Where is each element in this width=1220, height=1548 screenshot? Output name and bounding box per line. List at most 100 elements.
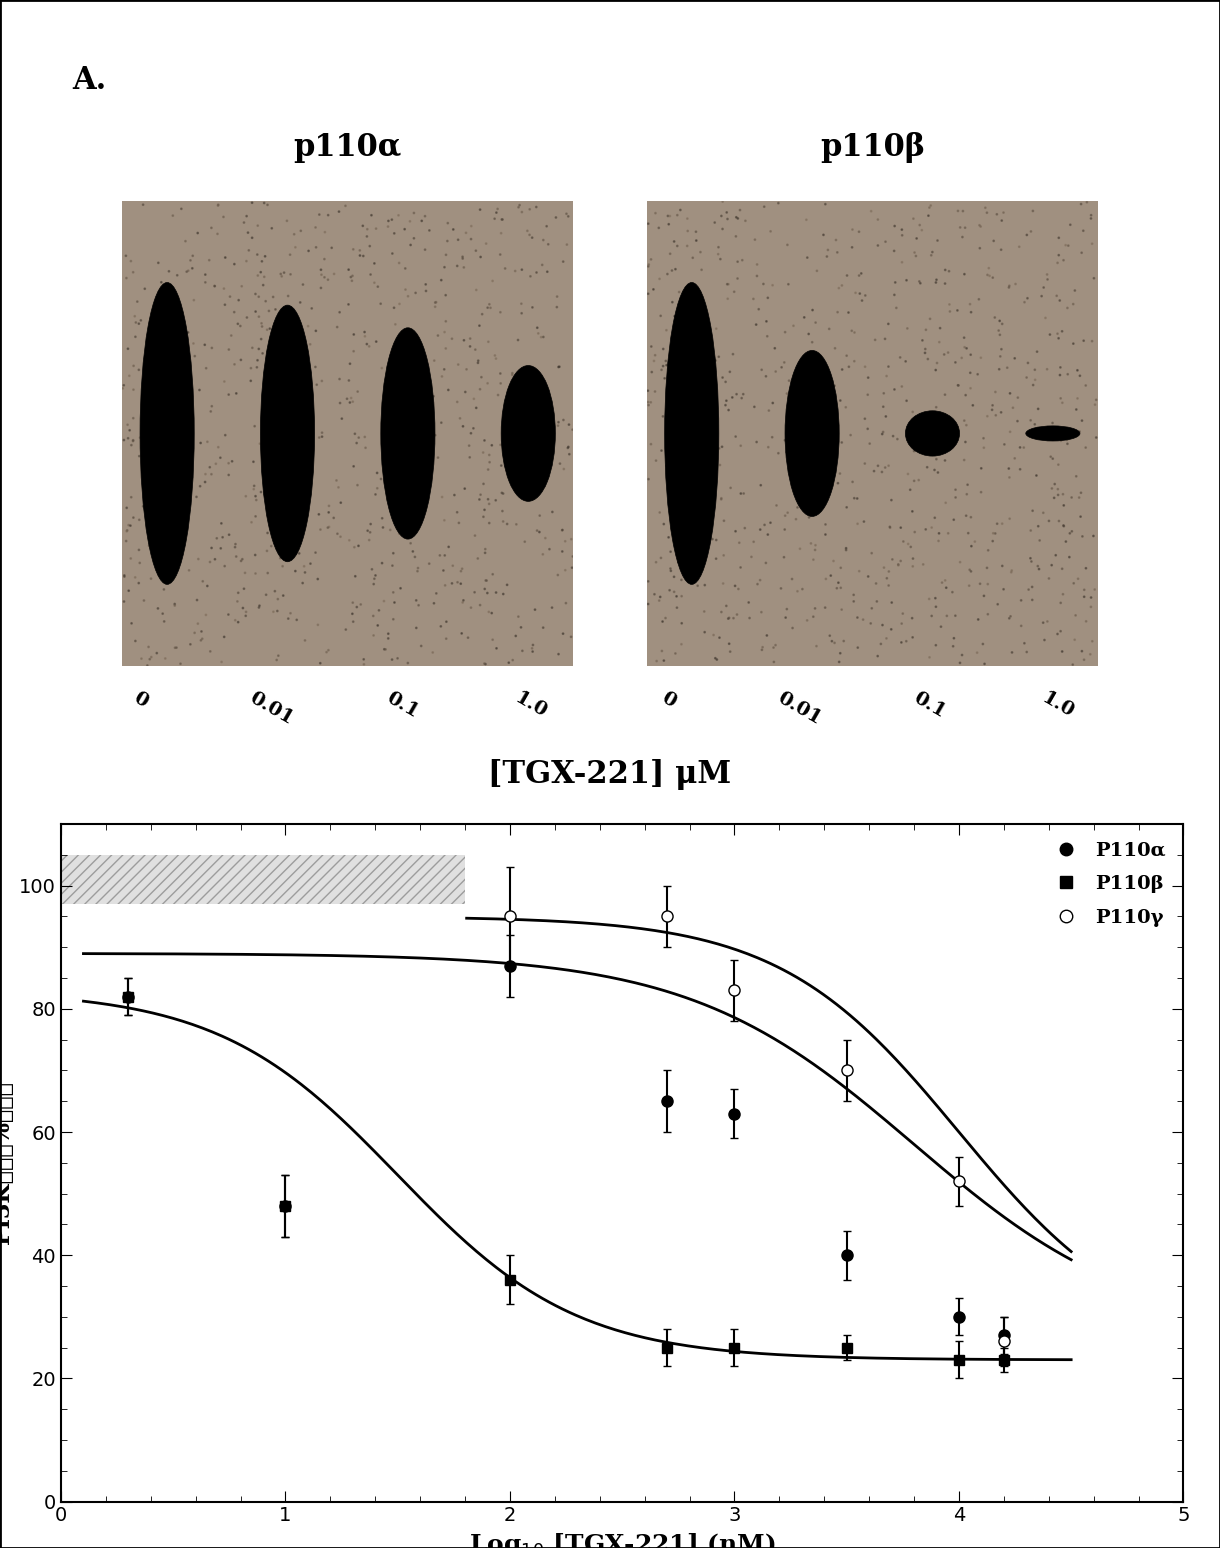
Point [344,454,364,478]
Point [747,313,766,337]
Point [905,240,925,265]
Point [256,289,276,314]
Point [712,365,732,390]
Point [967,641,987,666]
Point [536,461,555,486]
Point [650,500,670,525]
Point [642,248,661,272]
Point [1016,365,1036,390]
Point [762,390,782,415]
Point [355,319,375,344]
Point [703,526,722,551]
Point [281,262,300,286]
Point [832,598,852,622]
Point [289,540,309,565]
Point [360,234,379,259]
Point [1032,283,1052,308]
Point [404,461,423,486]
Point [936,382,955,407]
Point [1058,432,1077,457]
Point [325,262,344,286]
Point [488,197,508,221]
Point [290,440,310,464]
Point [493,498,512,523]
Point [825,401,844,426]
Point [1038,268,1058,293]
Point [642,432,661,457]
Point [536,526,555,551]
Point [503,362,522,387]
Point [806,310,826,334]
Point [364,571,383,596]
Point [645,379,665,404]
Point [1066,604,1086,628]
Point [649,215,669,240]
Point [232,274,251,299]
Point [432,485,451,509]
Point [365,271,384,296]
Point [392,491,411,515]
Point [859,365,878,390]
Point [181,248,200,272]
Point [222,449,242,474]
Point [717,200,737,224]
Point [453,245,472,269]
Point [762,424,782,449]
Point [343,602,362,627]
Point [1082,628,1102,653]
Point [656,404,676,429]
Point [499,447,518,472]
Point [1052,429,1071,454]
Point [149,539,168,563]
Point [220,337,239,362]
Point [960,361,980,385]
Point [482,433,501,458]
Point [758,624,777,649]
Point [465,580,484,605]
Point [133,192,152,217]
Point [1033,610,1053,635]
Point [817,376,837,401]
Point [162,520,182,545]
Point [999,274,1019,299]
Point [455,379,475,404]
Point [916,432,936,457]
Point [926,594,946,619]
Point [703,361,722,385]
Point [682,379,701,404]
Point [939,259,959,283]
Point [448,570,467,594]
Point [820,624,839,649]
Point [703,466,722,491]
Point [789,432,809,457]
Point [312,421,332,446]
Point [1030,528,1049,553]
Point [1036,305,1055,330]
Point [473,505,493,529]
Point [558,232,577,257]
Point [922,240,942,265]
Point [503,647,522,672]
Point [266,297,285,322]
Point [416,279,436,303]
Point [151,560,171,585]
Point [978,537,998,562]
Point [361,203,381,228]
Point [237,599,256,624]
Point [1064,571,1083,596]
Point [284,221,304,246]
Point [273,584,293,608]
Point [848,605,867,630]
Point [299,238,318,263]
Point [976,195,996,220]
Point [1005,345,1025,370]
Point [913,218,932,243]
Point [528,320,548,345]
Point [261,481,281,506]
Point [1064,331,1083,356]
Point [404,511,423,536]
Point [811,457,831,481]
Point [883,424,903,449]
Point [726,519,745,543]
Point [559,204,578,229]
